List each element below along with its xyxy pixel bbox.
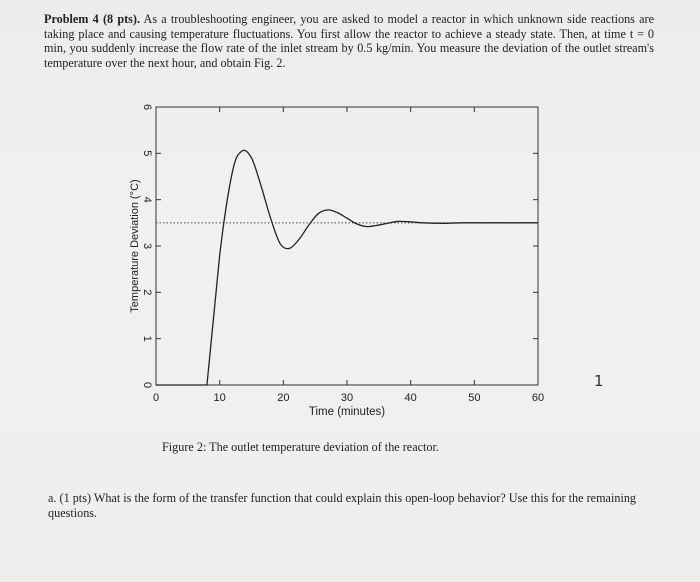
y-tick-label: 3 xyxy=(141,243,153,249)
y-tick-label: 5 xyxy=(141,150,153,156)
y-tick-label: 1 xyxy=(141,336,153,342)
problem-statement: Problem 4 (8 pts). As a troubleshooting … xyxy=(44,12,654,70)
x-tick-label: 40 xyxy=(405,392,417,404)
y-tick-label: 4 xyxy=(141,197,153,203)
question-label: a. xyxy=(48,491,57,505)
plot-frame xyxy=(155,106,539,386)
x-tick-label: 10 xyxy=(214,392,226,404)
question-text: (1 pts) What is the form of the transfer… xyxy=(48,491,637,520)
x-tick-label: 60 xyxy=(532,392,544,404)
problem-text: As a troubleshooting engineer, you are a… xyxy=(44,12,654,70)
x-tick-label: 30 xyxy=(341,392,353,404)
y-tick-label: 0 xyxy=(141,382,153,388)
handwritten-mark: 1 xyxy=(594,372,604,390)
temperature-chart: 0 10 20 30 40 50 60 0 1 2 3 4 5 6 Time (minutes) Temper… xyxy=(120,95,590,435)
x-axis-label: Time (minutes) xyxy=(309,406,385,418)
y-axis-label: Temperature Deviation (°C) xyxy=(129,179,141,312)
x-tick-label: 0 xyxy=(153,392,159,404)
problem-heading: Problem 4 (8 pts). xyxy=(44,12,140,26)
y-tick-label: 6 xyxy=(141,104,153,110)
question-a: a. (1 pts) What is the form of the trans… xyxy=(48,491,648,520)
x-tick-label: 20 xyxy=(277,392,289,404)
figure-caption: Figure 2: The outlet temperature deviati… xyxy=(162,440,439,454)
temperature-response-line xyxy=(156,149,538,386)
x-tick-label: 50 xyxy=(468,392,480,404)
chart-svg: 0 10 20 30 40 50 60 0 1 2 3 4 5 6 Time (minutes) Temper… xyxy=(129,104,544,418)
y-tick-label: 2 xyxy=(141,289,153,295)
